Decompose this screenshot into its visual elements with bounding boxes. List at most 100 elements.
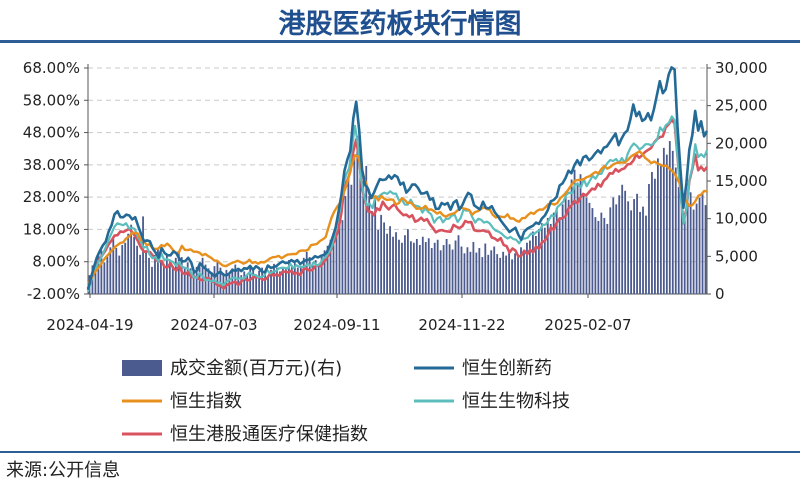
volume-bar xyxy=(195,266,198,294)
volume-bar xyxy=(484,243,487,294)
volume-bar xyxy=(359,154,362,294)
volume-bar xyxy=(430,248,433,294)
volume-bar xyxy=(335,233,338,294)
volume-bar xyxy=(362,181,365,294)
volume-bar xyxy=(585,197,588,294)
volume-bar xyxy=(234,264,237,294)
volume-bar xyxy=(189,268,192,294)
volume-bar xyxy=(287,260,290,294)
volume-bar xyxy=(582,193,585,294)
volume-bar xyxy=(127,233,130,294)
chart-title: 港股医药板块行情图 xyxy=(278,9,522,40)
volume-bar xyxy=(317,264,320,294)
volume-bar xyxy=(549,223,552,294)
left-tick-label: 18.00% xyxy=(23,220,80,238)
volume-bar xyxy=(139,254,141,294)
volume-bar xyxy=(609,207,612,294)
volume-bar xyxy=(508,251,510,294)
volume-bar xyxy=(109,247,112,294)
volume-bar xyxy=(168,259,171,294)
volume-bar xyxy=(383,222,386,294)
volume-bar xyxy=(698,197,701,294)
volume-bar xyxy=(243,271,246,294)
volume-bar xyxy=(157,248,159,294)
volume-bar xyxy=(597,220,600,294)
volume-bar xyxy=(180,257,183,294)
volume-bar xyxy=(415,239,418,294)
volume-bar xyxy=(505,255,508,294)
legend-label: 恒生指数 xyxy=(170,391,242,412)
volume-bar xyxy=(665,154,668,294)
volume-bar xyxy=(668,141,671,294)
volume-bar xyxy=(588,202,591,294)
volume-bar xyxy=(341,220,344,294)
right-tick-label: 0 xyxy=(715,285,725,303)
volume-bar xyxy=(154,254,156,294)
volume-bar xyxy=(645,215,647,294)
volume-bar xyxy=(112,238,115,294)
volume-bar xyxy=(445,239,448,294)
volume-bar xyxy=(552,212,555,294)
volume-bar xyxy=(401,242,403,294)
right-tick-label: 15,000 xyxy=(715,172,768,190)
volume-bar xyxy=(427,238,430,294)
volume-bar xyxy=(558,217,561,294)
volume-bar xyxy=(671,150,674,294)
right-tick-label: 20,000 xyxy=(715,134,768,152)
volume-bar xyxy=(659,164,662,294)
volume-bar xyxy=(633,199,635,294)
volume-bar xyxy=(642,206,644,294)
volume-bar xyxy=(252,269,255,294)
volume-bar xyxy=(94,260,97,294)
legend-swatch xyxy=(122,360,162,376)
volume-bar xyxy=(177,251,180,294)
volume-bar xyxy=(246,274,249,294)
volume-bar xyxy=(338,211,341,294)
volume-bar xyxy=(103,262,106,294)
volume-bar xyxy=(546,217,549,294)
volume-bars xyxy=(88,135,707,294)
volume-bar xyxy=(210,272,213,294)
volume-bar xyxy=(448,244,451,294)
volume-bar xyxy=(490,250,493,294)
volume-bar xyxy=(380,214,383,294)
volume-bar xyxy=(261,267,263,294)
volume-bar xyxy=(704,205,707,294)
volume-bar xyxy=(207,268,210,294)
volume-bar xyxy=(121,245,124,294)
volume-bar xyxy=(389,226,391,294)
volume-bar xyxy=(493,246,496,294)
volume-bar xyxy=(97,254,100,294)
volume-bar xyxy=(356,135,359,294)
volume-bar xyxy=(130,224,133,294)
volume-bar xyxy=(514,253,516,294)
volume-bar xyxy=(273,263,275,294)
volume-bar xyxy=(374,199,377,294)
volume-bar xyxy=(543,227,546,294)
volume-bar xyxy=(240,275,243,294)
series-lines xyxy=(86,66,709,293)
volume-bar xyxy=(683,212,686,294)
volume-bar xyxy=(392,236,394,294)
volume-bar xyxy=(463,253,466,294)
volume-bar xyxy=(511,259,513,294)
volume-bar xyxy=(186,262,189,294)
volume-bar xyxy=(621,184,624,294)
volume-bar xyxy=(136,245,139,294)
x-tick-label: 2025-02-07 xyxy=(544,316,631,334)
volume-bar xyxy=(162,264,165,294)
volume-bar xyxy=(576,182,579,294)
volume-bar xyxy=(404,235,406,294)
volume-bar xyxy=(451,249,454,294)
volume-bar xyxy=(421,236,424,294)
volume-bar xyxy=(100,250,103,294)
volume-bar xyxy=(216,261,219,294)
volume-bar xyxy=(436,239,439,294)
volume-bar xyxy=(305,251,308,294)
volume-bar xyxy=(118,255,121,294)
volume-bar xyxy=(418,245,421,294)
volume-bar xyxy=(496,254,499,294)
volume-bar xyxy=(124,242,127,294)
left-axis-ticks: 68.00% 58.00% 48.00% 38.00% 28.00% 18.00% 8.00… xyxy=(23,59,88,303)
